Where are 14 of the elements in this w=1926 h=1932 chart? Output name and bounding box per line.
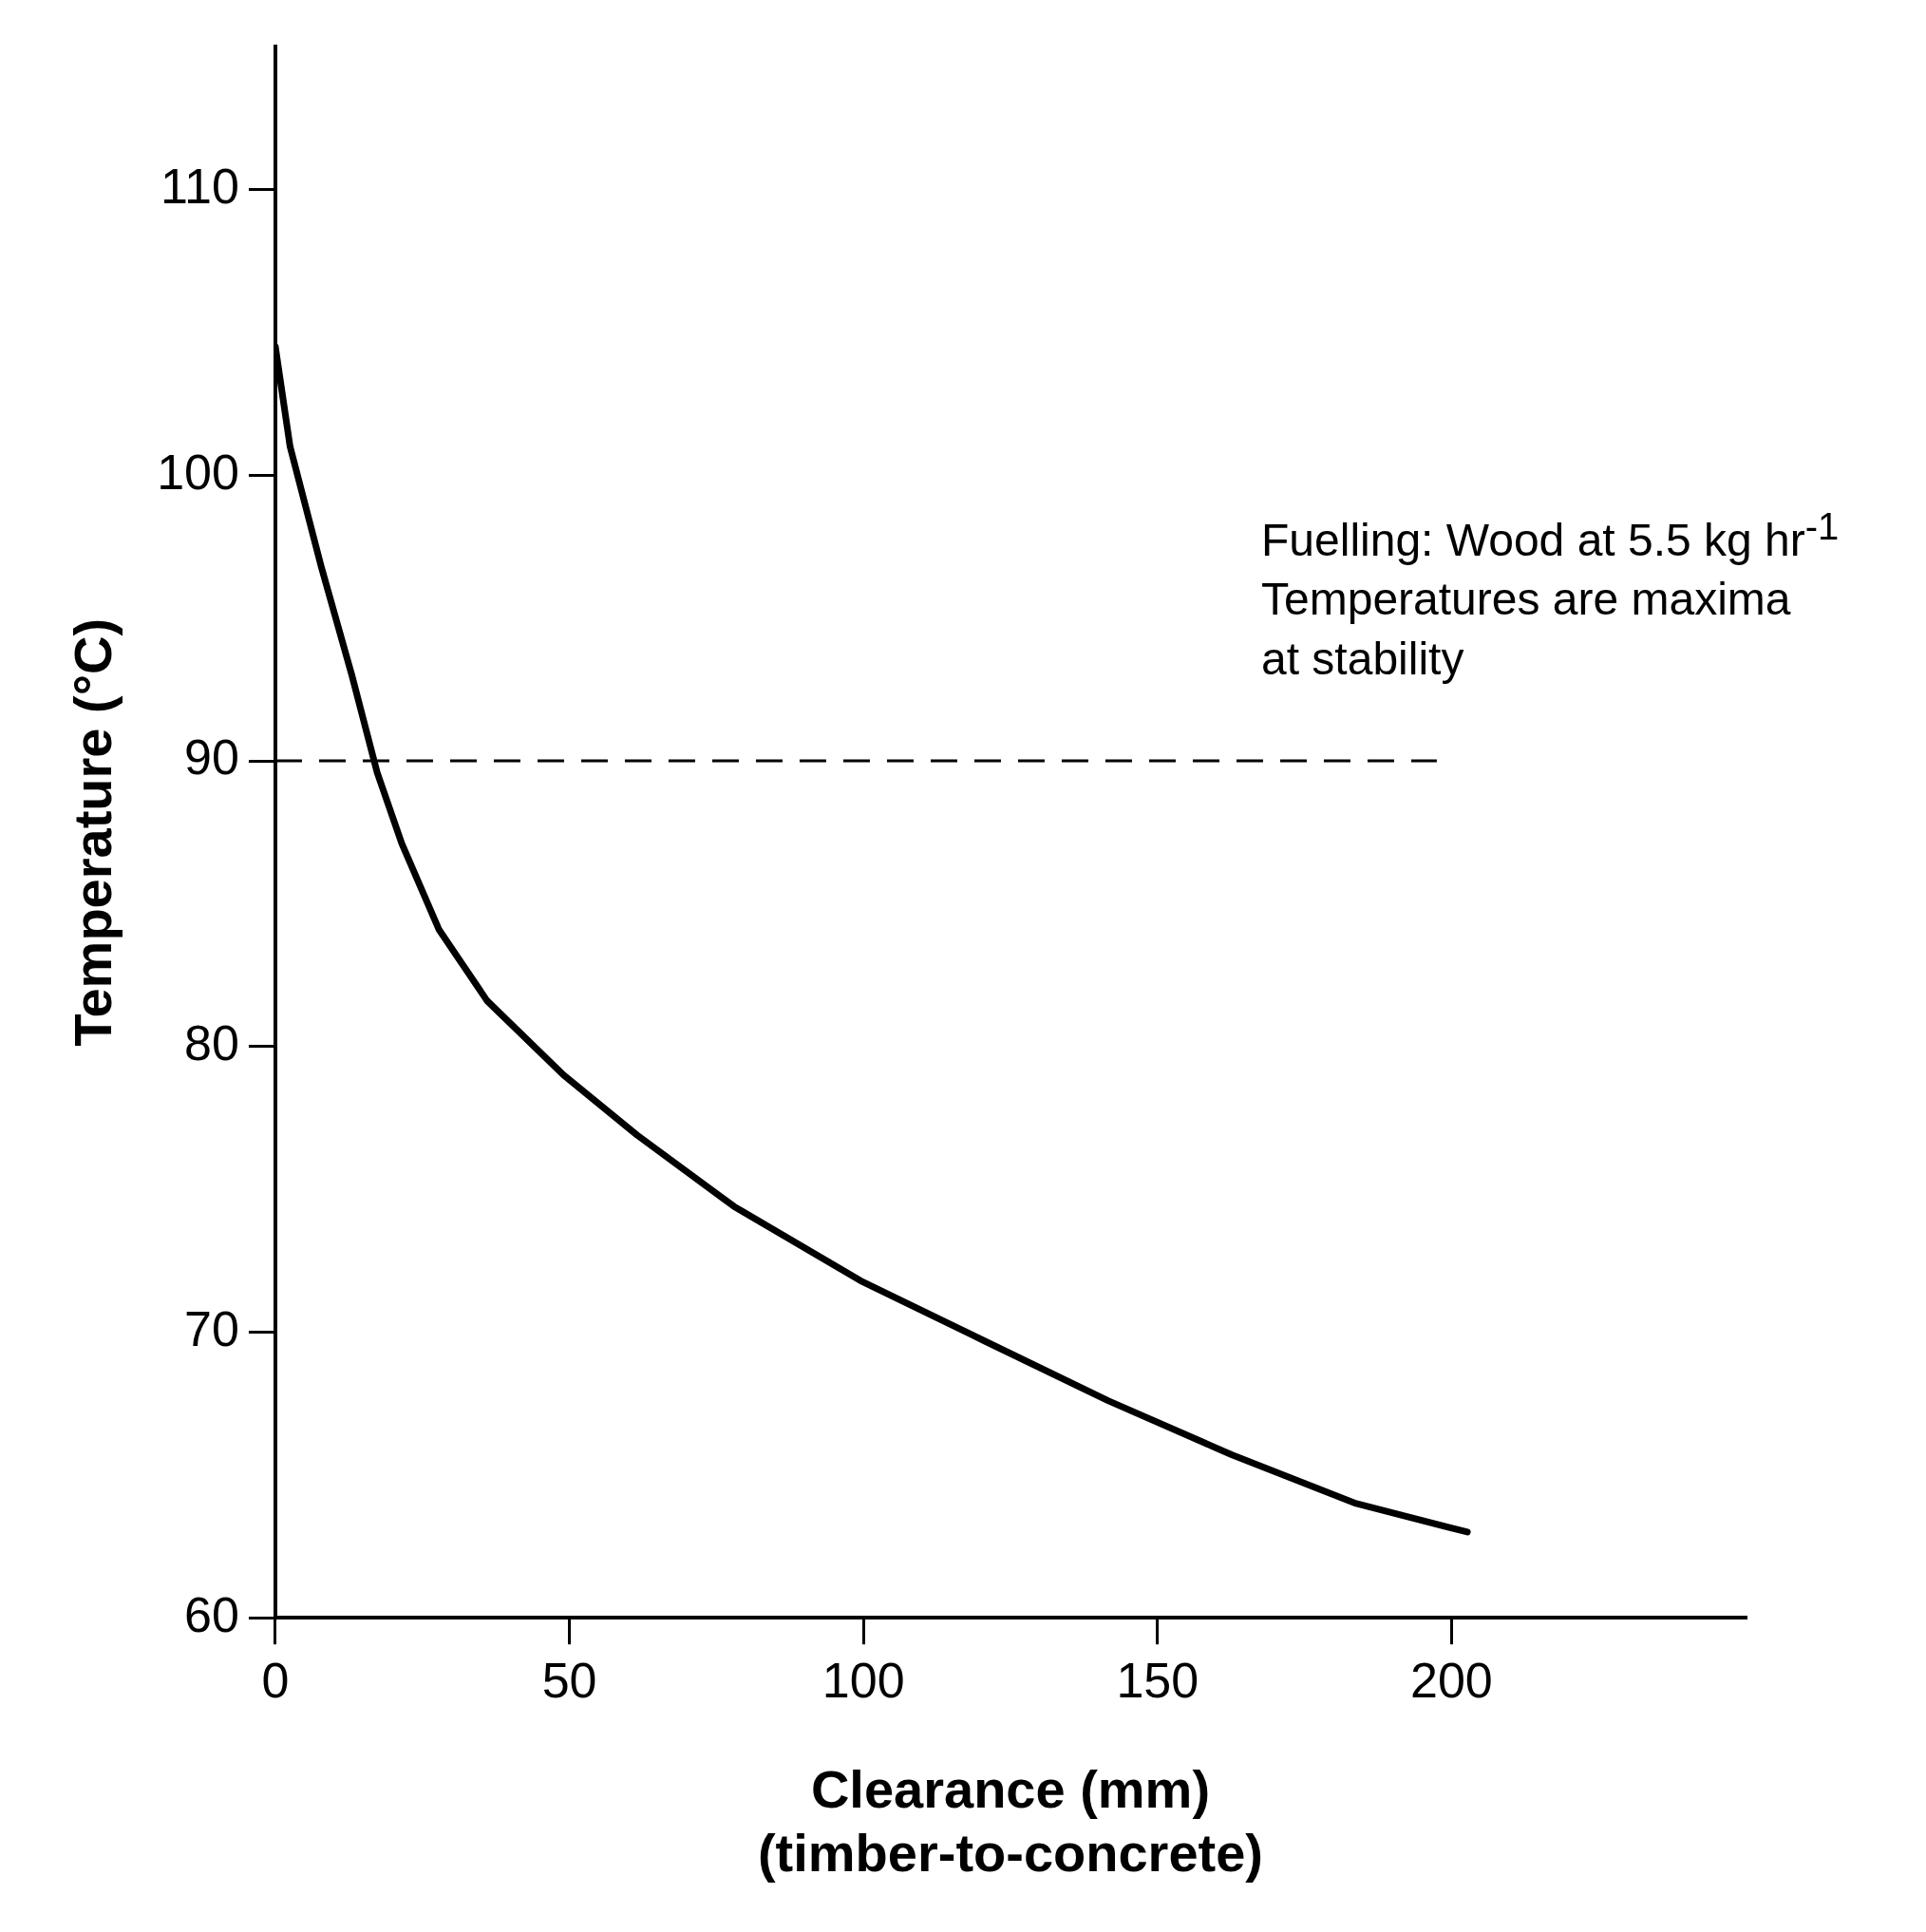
y-tick-label: 100 xyxy=(157,444,239,500)
y-tick-label: 70 xyxy=(184,1300,239,1356)
y-axis-title: Temperature (°C) xyxy=(63,617,123,1047)
x-tick-label: 200 xyxy=(1410,1652,1493,1708)
x-tick-label: 150 xyxy=(1116,1652,1199,1708)
x-tick-label: 0 xyxy=(261,1652,290,1708)
y-tick-label: 80 xyxy=(184,1015,239,1071)
x-axis-title: Clearance (mm) (timber-to-concrete) xyxy=(757,1758,1263,1883)
x-tick-label: 50 xyxy=(541,1652,597,1708)
annotation: Fuelling: Wood at 5.5 kg hr$^{-1}$ Temperatures are maxima at stability xyxy=(1261,504,1840,686)
y-tick-label: 60 xyxy=(184,1586,239,1642)
x-tick-label: 100 xyxy=(821,1652,905,1708)
y-tick-label: 90 xyxy=(184,729,239,786)
y-tick-label: 110 xyxy=(160,158,239,214)
